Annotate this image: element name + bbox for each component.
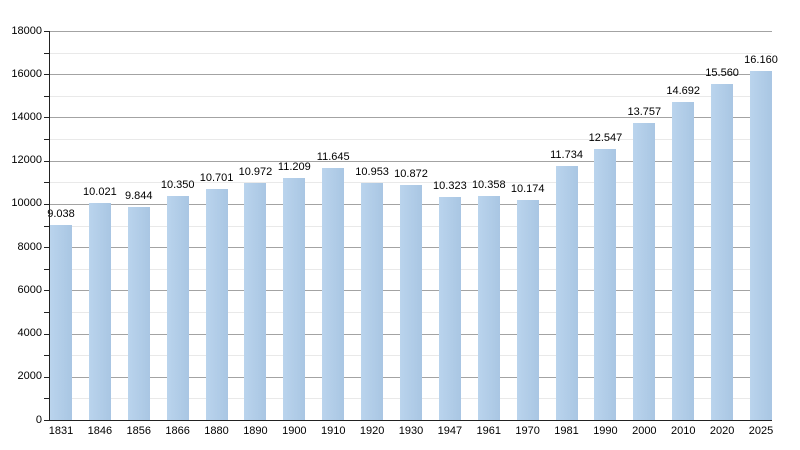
y-axis-tick-label: 4000 [17, 327, 42, 340]
bar-value-label: 10.701 [199, 171, 234, 184]
y-axis-tick [44, 334, 49, 335]
y-axis-tick [44, 269, 49, 270]
bar-value-label: 9.844 [125, 190, 153, 203]
y-axis-tick [44, 161, 49, 162]
bar-value-label: 10.174 [510, 183, 545, 196]
gridline-major [50, 161, 772, 162]
x-axis-tick-label: 1880 [204, 425, 229, 437]
x-axis-tick-label: 1890 [243, 425, 268, 437]
x-axis-tick-label: 1961 [476, 425, 501, 437]
y-axis-tick [44, 96, 49, 97]
x-axis-tick-label: 1846 [87, 425, 113, 437]
bar-value-label: 10.953 [355, 166, 389, 179]
bar [594, 148, 617, 420]
x-axis-tick-label: 1990 [593, 425, 618, 437]
x-axis-tick-label: 2010 [670, 425, 696, 437]
bar-value-label: 16.160 [744, 53, 778, 66]
x-axis-tick-label: 1856 [126, 425, 151, 437]
bar [711, 83, 734, 420]
y-axis-tick-label: 16000 [11, 67, 42, 80]
x-axis-tick-label: 1981 [554, 425, 579, 437]
x-axis-tick-label: 2000 [632, 425, 657, 437]
bar-value-label: 12.547 [588, 131, 623, 144]
bar [127, 207, 150, 420]
gridline-major [50, 117, 772, 118]
bar [361, 183, 384, 420]
x-axis-tick-label: 1920 [359, 425, 385, 437]
x-axis-tick-label: 1930 [398, 425, 424, 437]
y-axis-tick [44, 247, 49, 248]
gridline-major [50, 74, 772, 75]
bar-value-label: 10.021 [83, 186, 117, 199]
bar [750, 70, 772, 420]
bar [283, 177, 306, 420]
bar-value-label: 14.692 [666, 85, 701, 98]
bar [438, 196, 461, 420]
bar [516, 200, 539, 420]
bar [555, 166, 578, 420]
bar [477, 196, 500, 420]
y-axis-tick [44, 377, 49, 378]
y-axis-tick [44, 74, 49, 75]
y-axis-line [49, 31, 50, 421]
bar-value-label: 10.350 [160, 179, 195, 192]
bar [322, 168, 345, 420]
y-axis-tick [44, 312, 49, 313]
y-axis-tick [44, 117, 49, 118]
x-axis-tick-label: 1970 [515, 425, 540, 437]
bar-value-label: 11.645 [316, 151, 350, 164]
gridline-minor [50, 96, 772, 97]
x-axis-line [49, 420, 772, 421]
bar [672, 102, 695, 420]
x-axis-tick-label: 1831 [48, 425, 74, 437]
bar-value-label: 10.358 [471, 179, 506, 192]
y-axis-tick-label: 2000 [17, 370, 42, 383]
y-axis-tick-label: 14000 [11, 110, 42, 123]
y-axis-tick [44, 31, 49, 32]
y-axis-tick-label: 0 [35, 413, 42, 426]
bar [88, 203, 111, 420]
bar-value-label: 11.209 [277, 160, 311, 173]
y-axis-tick [44, 290, 49, 291]
y-axis-tick [44, 398, 49, 399]
y-axis-tick-label: 10000 [11, 197, 42, 210]
y-axis-tick [44, 139, 49, 140]
gridline-major [50, 31, 772, 32]
y-axis-tick-label: 18000 [11, 24, 42, 37]
gridline-minor [50, 182, 772, 183]
y-axis-tick [44, 420, 49, 421]
x-axis-tick-label: 1947 [437, 425, 463, 437]
y-axis-tick [44, 204, 49, 205]
x-axis-tick-label: 2025 [748, 425, 774, 437]
bar-value-label: 11.734 [550, 149, 583, 162]
x-axis-tick-label: 2020 [709, 425, 735, 437]
gridline-minor [50, 139, 772, 140]
bar [50, 224, 72, 420]
y-axis-tick-label: 8000 [17, 240, 42, 253]
y-axis-tick [44, 226, 49, 227]
bar-value-label: 10.972 [238, 165, 273, 178]
y-axis-tick [44, 355, 49, 356]
y-axis-tick-label: 6000 [17, 283, 42, 296]
y-axis-tick [44, 53, 49, 54]
bar [205, 188, 228, 420]
bar [166, 196, 189, 420]
bar-value-label: 9.038 [47, 207, 75, 220]
bar-value-label: 10.323 [433, 179, 467, 192]
y-axis-tick-label: 12000 [11, 154, 42, 167]
bar-value-label: 10.872 [394, 168, 428, 181]
gridline-minor [50, 53, 772, 54]
bar [400, 185, 422, 420]
y-axis-tick [44, 182, 49, 183]
bar-value-label: 15.560 [705, 66, 739, 79]
bar [244, 182, 267, 420]
x-axis-tick-label: 1910 [320, 425, 346, 437]
x-axis-tick-label: 1900 [282, 425, 307, 437]
bar-value-label: 13.757 [627, 105, 662, 118]
bar [633, 122, 656, 420]
x-axis-tick-label: 1866 [165, 425, 190, 437]
